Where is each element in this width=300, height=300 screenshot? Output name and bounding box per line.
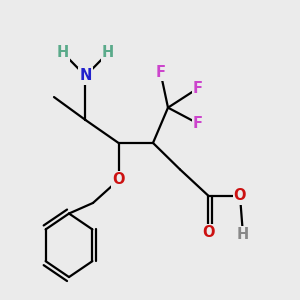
Text: F: F bbox=[193, 81, 203, 96]
Text: O: O bbox=[234, 188, 246, 203]
Text: O: O bbox=[112, 172, 125, 188]
Text: H: H bbox=[57, 45, 69, 60]
Text: H: H bbox=[102, 45, 114, 60]
Text: O: O bbox=[202, 225, 215, 240]
Text: H: H bbox=[237, 227, 249, 242]
Text: F: F bbox=[155, 65, 166, 80]
Text: F: F bbox=[193, 116, 203, 131]
Text: N: N bbox=[79, 68, 92, 83]
